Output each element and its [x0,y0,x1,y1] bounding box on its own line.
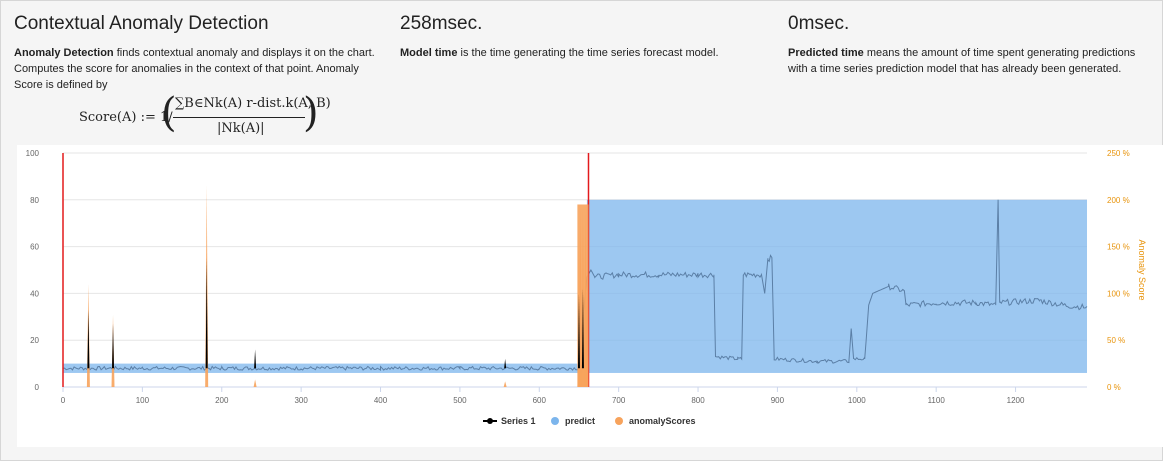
anomaly-description: Anomaly Detection finds contextual anoma… [14,45,384,93]
predicted-time-bold: Predicted time [788,47,864,59]
model-time-value: 258msec. [400,13,483,34]
x-tick-label: 300 [294,396,308,405]
predict-line [62,199,1088,372]
predicted-time-text: means the amount of time spent generatin… [788,47,1136,75]
formula-lhs: Score(A) := 1/ [79,110,173,125]
model-time-bold: Model time [400,47,458,59]
chart-legend: Series 1 predict anomalyScores [483,416,696,426]
predicted-time-value: 0msec. [788,13,850,34]
page-title: Contextual Anomaly Detection [14,13,269,34]
y-tick-label: 100 [26,149,40,158]
legend-predict-label: predict [565,416,595,426]
formula-right-paren: ) [303,90,319,136]
formula-denominator: |Nk(A)| [217,121,265,136]
legend-predict-marker [551,417,559,425]
model-time-text: is the time generating the time series f… [457,47,719,59]
x-tick-label: 1200 [1007,396,1025,405]
y2-tick-label: 0 % [1107,383,1121,392]
x-tick-label: 700 [612,396,626,405]
series1-spike [581,288,584,369]
y2-tick-label: 150 % [1107,243,1130,252]
y-tick-label: 40 [30,289,39,298]
series1-spike [112,323,115,369]
formula-fraction-bar [173,117,305,118]
x-tick-label: 800 [691,396,705,405]
chart-container: 0 20 40 60 80 100 0 % 50 % 100 % 150 % 200 % 250 % A… [17,145,1163,447]
legend-series1-marker [487,418,493,424]
anomaly-score-spike [253,379,257,387]
series1-spike [504,358,507,369]
x-tick-label: 500 [453,396,467,405]
legend-anomaly-marker [615,417,623,425]
series1-spike [87,309,90,369]
anomaly-detection-column: Contextual Anomaly Detection Anomaly Det… [14,13,384,93]
predict-band [63,363,583,373]
x-tick-label: 1100 [928,396,946,405]
anomaly-description-bold: Anomaly Detection [14,47,114,59]
y-tick-label: 60 [30,243,39,252]
formula-left-paren: ( [161,90,177,136]
x-tick-label: 1000 [848,396,866,405]
x-tick-label: 600 [533,396,547,405]
x-tick-label: 900 [771,396,785,405]
y2-tick-label: 200 % [1107,196,1130,205]
x-tick-label: 400 [374,396,388,405]
anomaly-chart: 0 20 40 60 80 100 0 % 50 % 100 % 150 % 200 % 250 % A… [26,149,1147,426]
formula-numerator: ∑B∈Nk(A) r-dist.k(A, B) [175,96,331,111]
series1-spike [577,293,580,369]
y2-tick-label: 100 % [1107,289,1130,298]
anomaly-description-text: finds contextual anomaly and displays it… [14,47,375,91]
y2-tick-label: 50 % [1107,336,1125,345]
y2-tick-label: 250 % [1107,149,1130,158]
y-tick-label: 0 [35,383,40,392]
anomaly-score-spike [503,381,507,387]
series1-spike [205,258,208,369]
x-tick-label: 100 [136,396,150,405]
model-time-column: 258msec. Model time is the time generati… [400,13,760,61]
predict-band [586,199,1087,373]
predicted-time-description: Predicted time means the amount of time … [788,45,1153,77]
y-tick-label: 80 [30,196,39,205]
model-time-description: Model time is the time generating the ti… [400,45,760,61]
legend-series1-label: Series 1 [501,416,536,426]
legend-anomaly-label: anomalyScores [629,416,696,426]
y-tick-label: 20 [30,336,39,345]
x-tick-label: 0 [61,396,66,405]
series1-spike [254,349,257,369]
predicted-time-column: 0msec. Predicted time means the amount o… [788,13,1153,77]
y2-axis-title: Anomaly Score [1137,239,1147,300]
x-tick-label: 200 [215,396,229,405]
